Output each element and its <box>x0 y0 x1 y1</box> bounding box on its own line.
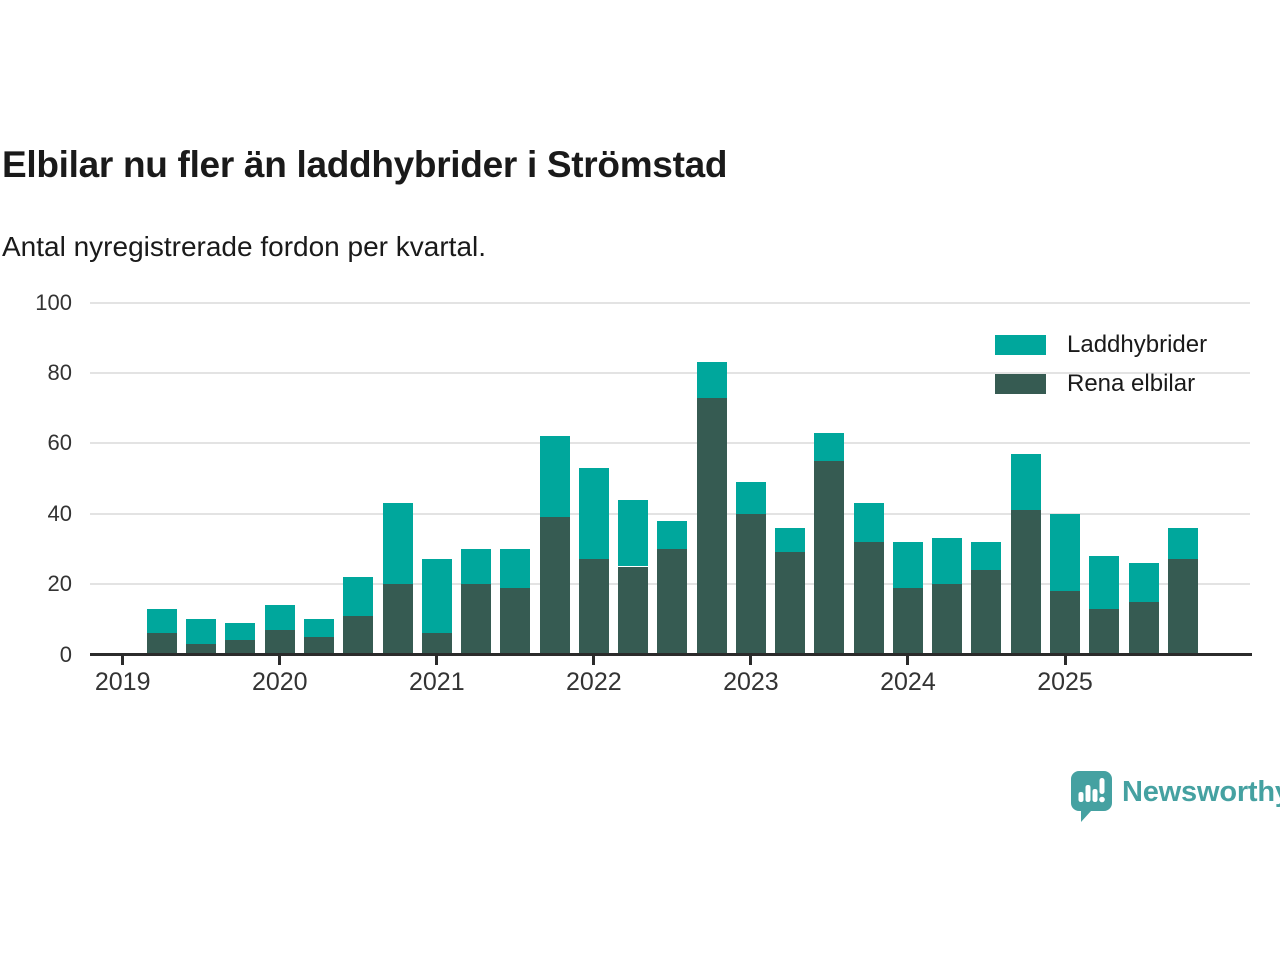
legend-label-rena-elbilar: Rena elbilar <box>1067 369 1196 397</box>
legend-item-rena-elbilar: Rena elbilar <box>995 364 1207 403</box>
bar-segment-laddhybrider <box>146 608 177 634</box>
x-tick <box>906 656 910 665</box>
x-tick-label: 2021 <box>408 668 465 696</box>
x-tick-label: 2019 <box>94 668 151 696</box>
bar-segment-laddhybrider <box>343 577 374 616</box>
gridline <box>90 301 1250 304</box>
bar-segment-laddhybrider <box>735 482 766 514</box>
bar-segment-laddhybrider <box>1167 527 1198 560</box>
bar-segment-rena-elbilar <box>421 633 452 655</box>
bar-segment-laddhybrider <box>1128 562 1159 602</box>
gridline <box>90 371 1250 374</box>
bar-segment-rena-elbilar <box>1167 559 1198 655</box>
x-tick-label: 2020 <box>251 668 308 696</box>
bar-segment-rena-elbilar <box>853 541 884 655</box>
bar-segment-laddhybrider <box>304 619 334 637</box>
bar-segment-rena-elbilar <box>500 587 531 655</box>
bar-segment-laddhybrider <box>892 541 923 588</box>
bar-segment-rena-elbilar <box>618 566 649 655</box>
bar-segment-rena-elbilar <box>461 584 492 655</box>
bar-segment-laddhybrider <box>1089 555 1120 609</box>
newsworthy-logo-icon <box>1070 770 1113 829</box>
x-tick-label: 2022 <box>566 668 622 696</box>
bar-segment-laddhybrider <box>264 605 295 630</box>
bar-segment-laddhybrider <box>657 520 688 549</box>
bar-segment-laddhybrider <box>578 467 609 560</box>
x-tick <box>121 656 125 665</box>
gridline <box>90 512 1250 515</box>
bar-segment-laddhybrider <box>971 541 1002 571</box>
y-tick-label: 40 <box>47 500 72 526</box>
bar-segment-laddhybrider <box>500 548 531 588</box>
bar-segment-laddhybrider <box>421 559 452 634</box>
bar-segment-rena-elbilar <box>775 552 806 655</box>
legend-swatch-rena-elbilar <box>995 373 1046 394</box>
bar-segment-laddhybrider <box>1050 513 1080 592</box>
bar-segment-laddhybrider <box>461 548 492 585</box>
y-tick-label: 80 <box>47 359 72 385</box>
x-tick <box>592 656 596 665</box>
bar-segment-rena-elbilar <box>146 633 177 655</box>
bar-segment-laddhybrider <box>775 527 806 553</box>
bar-segment-rena-elbilar <box>186 643 217 655</box>
newsworthy-branding: Newsworthy <box>1070 770 1280 829</box>
bar-segment-rena-elbilar <box>343 615 374 655</box>
gridline <box>90 442 1250 445</box>
bar-segment-laddhybrider <box>853 503 884 542</box>
bar-segment-rena-elbilar <box>657 548 688 655</box>
chart-subtitle: Antal nyregistrerade fordon per kvartal. <box>2 231 487 262</box>
legend-swatch-laddhybrider <box>995 334 1046 355</box>
bar-segment-rena-elbilar <box>971 570 1002 655</box>
bar-segment-rena-elbilar <box>1010 510 1041 655</box>
bar-segment-rena-elbilar <box>304 636 334 655</box>
bar-segment-laddhybrider <box>696 362 727 398</box>
x-tick <box>1063 656 1067 665</box>
bar-segment-laddhybrider <box>618 499 649 567</box>
bar-segment-rena-elbilar <box>225 640 256 655</box>
bar-segment-rena-elbilar <box>892 587 923 655</box>
newsworthy-logo-text: Newsworthy <box>1122 776 1280 808</box>
x-tick <box>435 656 439 665</box>
bar-segment-laddhybrider <box>539 436 570 518</box>
x-axis-line <box>90 653 1252 656</box>
legend: Laddhybrider Rena elbilar <box>995 325 1207 403</box>
x-tick <box>749 656 753 665</box>
legend-item-laddhybrider: Laddhybrider <box>995 325 1207 364</box>
y-tick-label: 0 <box>59 641 72 667</box>
bar-segment-rena-elbilar <box>814 460 845 655</box>
bar-segment-laddhybrider <box>186 619 217 644</box>
bar-segment-rena-elbilar <box>932 584 963 655</box>
y-tick-label: 20 <box>47 571 72 597</box>
bar-segment-rena-elbilar <box>696 397 727 655</box>
bar-segment-laddhybrider <box>814 432 845 461</box>
bar-segment-laddhybrider <box>382 503 413 585</box>
bar-segment-rena-elbilar <box>1128 601 1159 655</box>
bar-segment-rena-elbilar <box>735 513 766 655</box>
legend-label-laddhybrider: Laddhybrider <box>1067 330 1208 358</box>
chart-title: Elbilar nu fler än laddhybrider i Ströms… <box>2 144 728 185</box>
bar-segment-laddhybrider <box>1010 453 1041 511</box>
bar-segment-rena-elbilar <box>578 559 609 655</box>
x-tick-label: 2025 <box>1037 668 1093 696</box>
bar-segment-rena-elbilar <box>539 517 570 655</box>
x-tick <box>278 656 282 665</box>
y-tick-label: 100 <box>35 289 72 315</box>
x-tick-label: 2023 <box>723 668 779 696</box>
bar-segment-rena-elbilar <box>1089 608 1120 655</box>
bar-segment-rena-elbilar <box>264 629 295 655</box>
y-tick-label: 60 <box>47 430 72 456</box>
bar-segment-rena-elbilar <box>1050 591 1080 655</box>
x-tick-label: 2024 <box>880 668 936 696</box>
bar-segment-laddhybrider <box>932 538 963 585</box>
bar-segment-laddhybrider <box>225 622 256 641</box>
bar-segment-rena-elbilar <box>382 584 413 655</box>
